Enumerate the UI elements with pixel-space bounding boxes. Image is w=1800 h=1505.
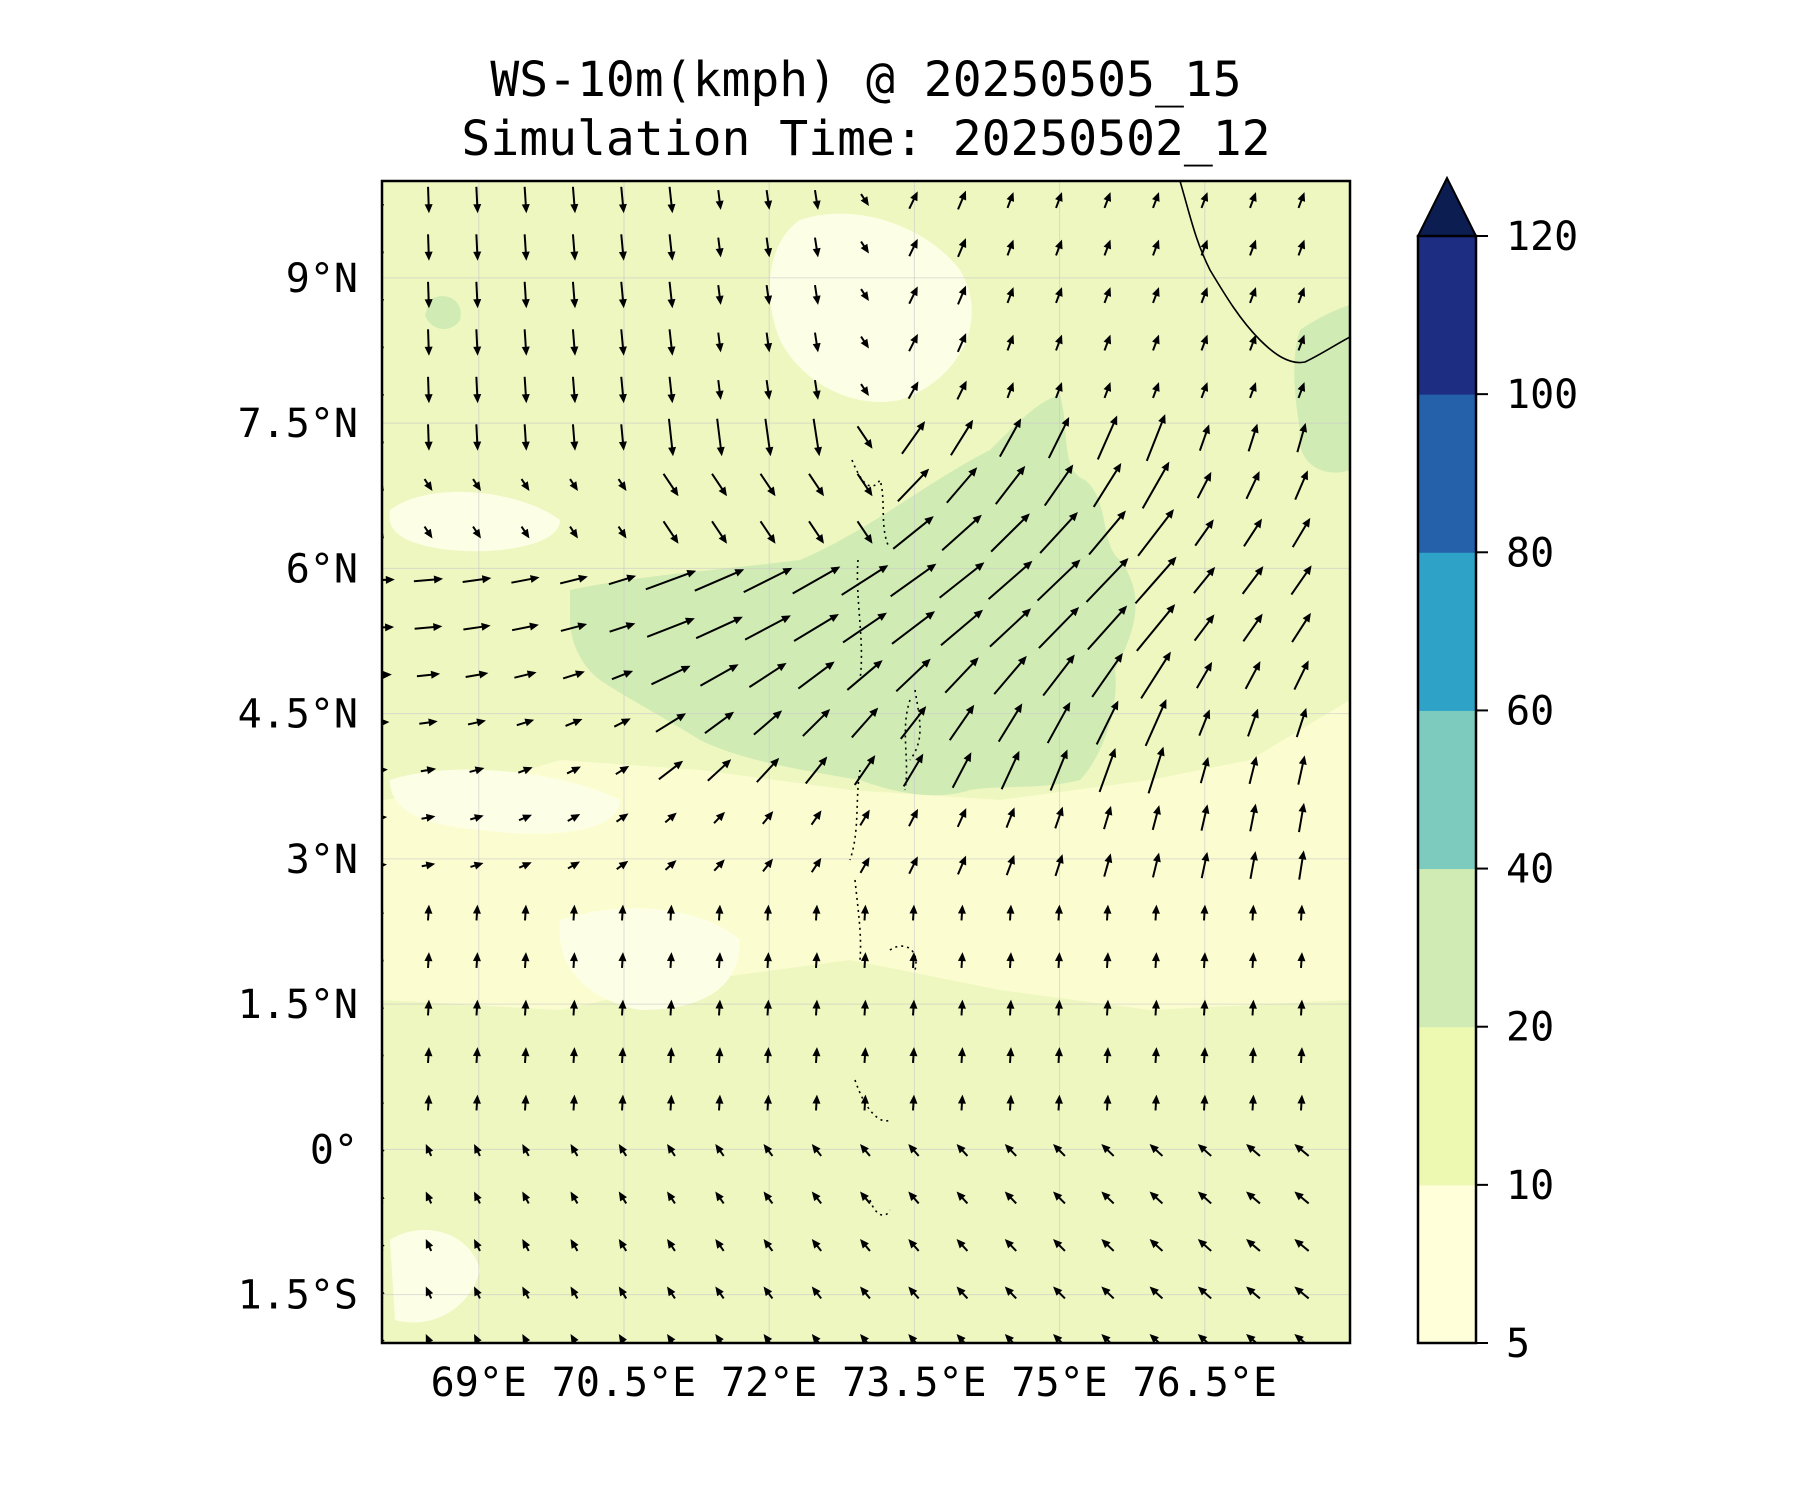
- y-tick-label: 6°N: [286, 546, 358, 592]
- x-tick-label: 73.5°E: [842, 1360, 987, 1406]
- x-tick-label: 75°E: [1011, 1360, 1107, 1406]
- map-panel: [365, 181, 1350, 1346]
- colorbar-tick-label: 60: [1506, 688, 1554, 734]
- colorbar-extend-arrow: [1418, 178, 1476, 236]
- colorbar-tick-label: 20: [1506, 1005, 1554, 1051]
- y-tick-label: 7.5°N: [238, 401, 358, 447]
- colorbar-segment: [1418, 394, 1476, 553]
- colorbar-segment: [1418, 552, 1476, 711]
- colorbar-segment: [1418, 710, 1476, 869]
- colorbar-segment: [1418, 236, 1476, 395]
- x-axis-ticks: 69°E 70.5°E 72°E 73.5°E 75°E 76.5°E: [431, 1360, 1277, 1406]
- x-tick-label: 69°E: [431, 1360, 527, 1406]
- colorbar-segment: [1418, 1185, 1476, 1344]
- y-tick-label: 1.5°N: [238, 982, 358, 1028]
- colorbar-tick-label: 100: [1506, 372, 1578, 418]
- y-tick-label: 9°N: [286, 256, 358, 302]
- colorbar-tick-label: 10: [1506, 1163, 1554, 1209]
- x-tick-label: 70.5°E: [552, 1360, 697, 1406]
- colorbar: 5 10 20 40 60 80 100 120: [1418, 178, 1578, 1367]
- y-tick-label: 0°: [310, 1127, 358, 1173]
- y-tick-label: 3°N: [286, 837, 358, 883]
- colorbar-tick-label: 40: [1506, 847, 1554, 893]
- x-tick-label: 72°E: [721, 1360, 817, 1406]
- chart-title-line2: Simulation Time: 20250502_12: [461, 111, 1270, 167]
- y-axis-ticks: 9°N 7.5°N 6°N 4.5°N 3°N 1.5°N 0° 1.5°S: [238, 256, 358, 1319]
- y-tick-label: 1.5°S: [238, 1273, 358, 1319]
- map-contents: [365, 181, 1350, 1346]
- colorbar-segment: [1418, 1027, 1476, 1186]
- y-tick-label: 4.5°N: [238, 692, 358, 738]
- chart-title-line1: WS-10m(kmph) @ 20250505_15: [490, 52, 1241, 108]
- colorbar-tick-label: 120: [1506, 214, 1578, 260]
- colorbar-tick-label: 80: [1506, 530, 1554, 576]
- colorbar-tick-label: 5: [1506, 1321, 1530, 1367]
- colorbar-segment: [1418, 869, 1476, 1028]
- x-tick-label: 76.5°E: [1133, 1360, 1278, 1406]
